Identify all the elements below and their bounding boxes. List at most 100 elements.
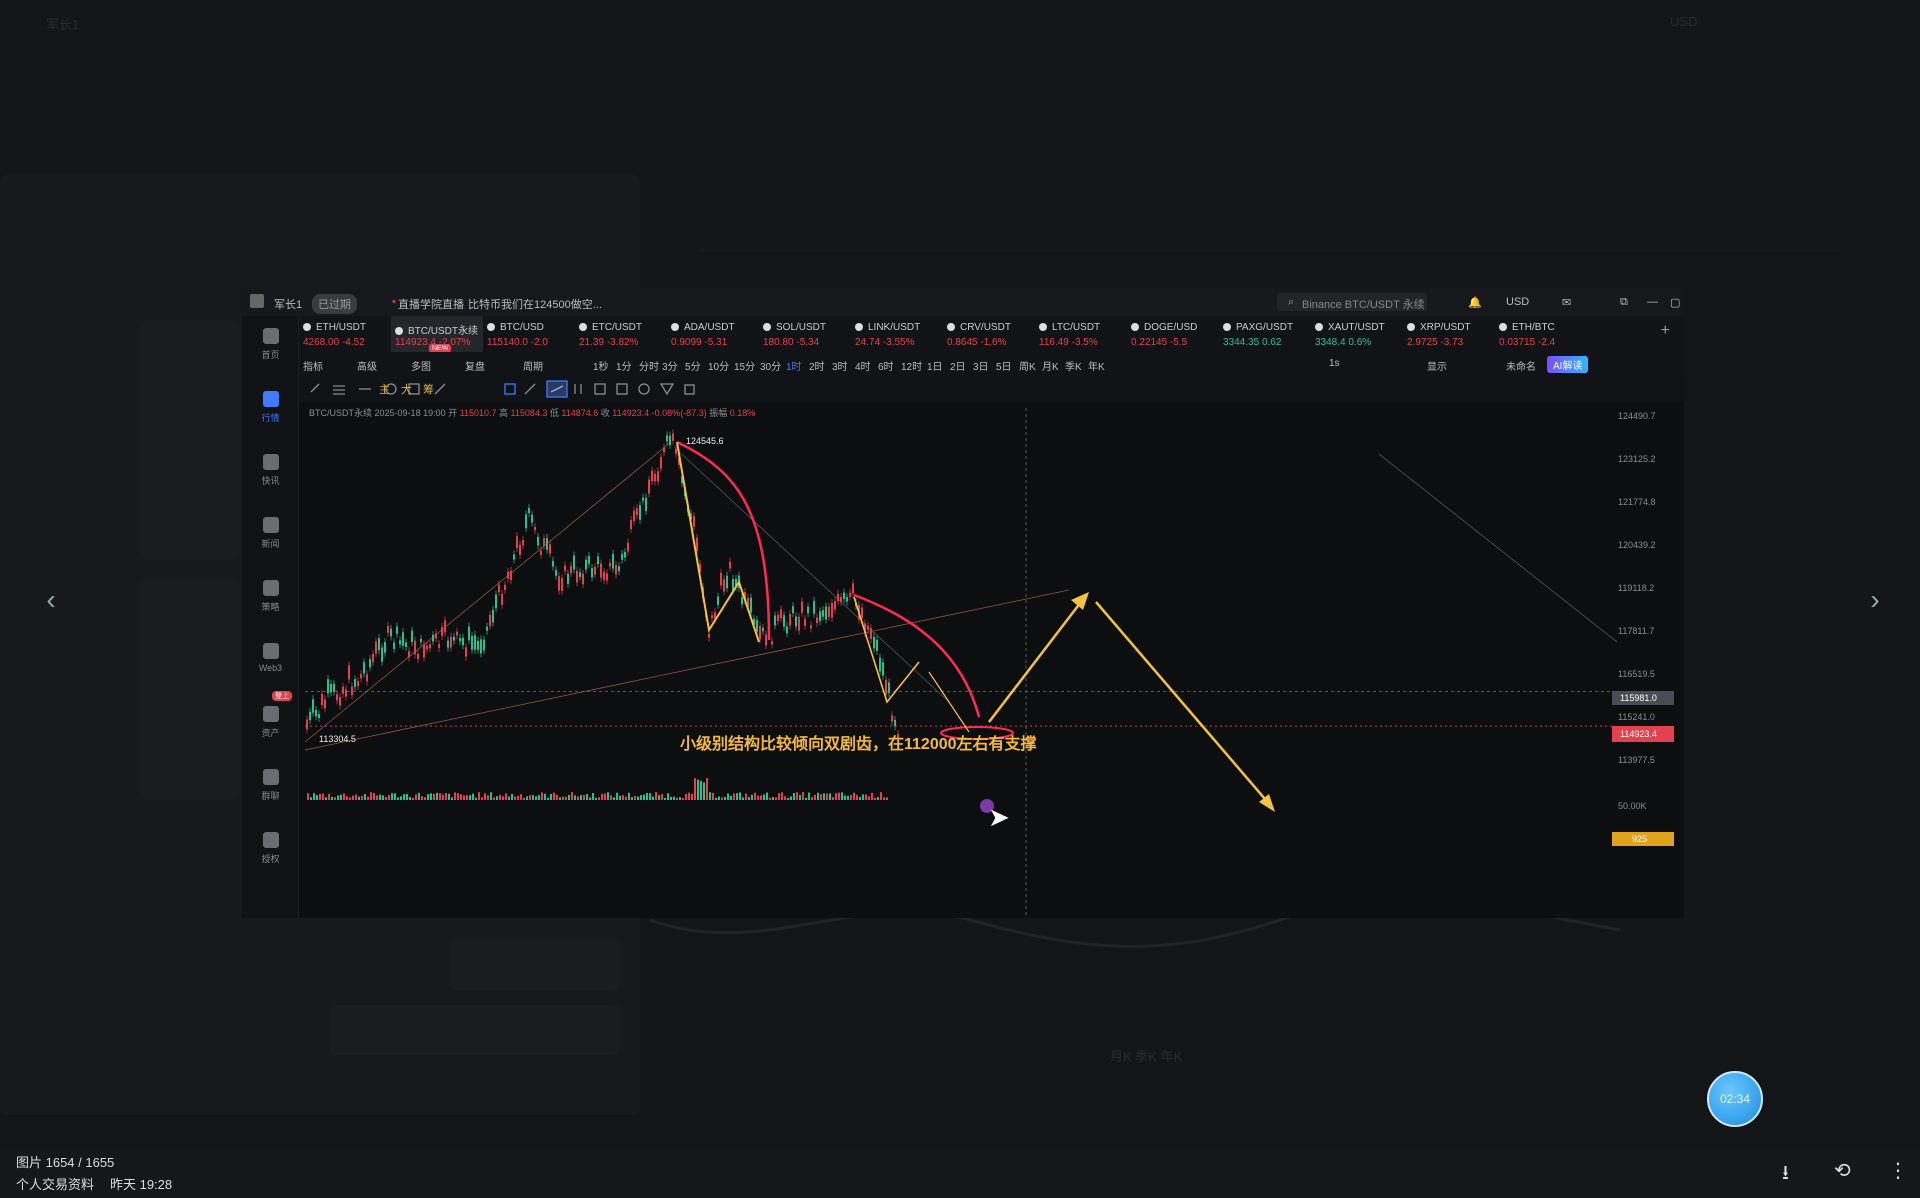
candle-body [501,593,503,605]
period-4时[interactable]: 4时 [855,362,871,373]
image-caption: 个人交易资料 [16,1177,95,1192]
download-icon[interactable]: ⭳ [1782,1162,1789,1184]
drawing-tools[interactable]: 主大筹 [299,376,859,402]
previous-image-button[interactable]: ‹ [46,584,56,615]
popout-icon[interactable]: ⧉ [1620,296,1628,308]
period-30分[interactable]: 30分 [760,362,782,373]
sidebar-item-7[interactable]: 群聊 [242,761,299,813]
tab-ltc-usdt[interactable]: LTC/USDT 116.49 -3.5% [1035,316,1127,352]
period-1时[interactable]: 1时 [786,362,802,373]
tab-sol-usdt[interactable]: SOL/USDT 180.80 -5.34 [759,316,851,352]
arrow-up [988,597,1085,723]
tab-paxg-usdt[interactable]: PAXG/USDT 3344.35 0.62 [1219,316,1311,352]
sidebar-item-1[interactable]: 行情 [242,383,299,435]
tab-price-value: 2.9725 [1407,337,1438,348]
currency-select[interactable]: USD [1506,296,1530,308]
sidebar-item-2[interactable]: 快讯 [242,446,299,498]
sidebar-item-8[interactable]: 授权 [242,824,299,876]
candle-body [351,686,353,696]
sidebar-item-5[interactable]: Web3 [242,635,299,687]
period-15分[interactable]: 15分 [734,362,756,373]
volume-bar [325,797,327,800]
period-5分[interactable]: 5分 [685,362,701,373]
candle-body [747,598,749,608]
next-image-button[interactable]: › [1870,584,1880,615]
tab-link-usdt[interactable]: LINK/USDT 24.74 -3.55% [851,316,943,352]
tab-xaut-usdt[interactable]: XAUT/USDT 3348.4 0.6% [1311,316,1403,352]
recording-timer[interactable]: 02:34 [1707,1071,1763,1127]
period-2时[interactable]: 2时 [809,362,825,373]
candle-body [486,626,488,631]
sidebar-item-3[interactable]: 新闻 [242,509,299,561]
tool-0[interactable]: 指标 [303,362,323,373]
tab-etc-usdt[interactable]: ETC/USDT 21.39 -3.82% [575,316,667,352]
period-年K[interactable]: 年K [1088,362,1105,373]
volume-bar [373,793,375,800]
tab-eth-btc[interactable]: ETH/BTC 0.03715 -2.4 [1495,316,1587,352]
maximize-icon[interactable]: ▢ [1670,297,1681,309]
period-分时[interactable]: 分时 [639,362,659,373]
ai-button[interactable]: AI解读 [1547,356,1589,373]
tool-1[interactable]: 高级 [357,362,377,373]
search-input[interactable] [1277,293,1427,311]
candle-body [507,571,509,579]
tab-btc-usd[interactable]: BTC/USD 115140.0 -2.0 [483,316,575,352]
tab-eth-usdt[interactable]: ETH/USDT 4268.00 -4.52 [299,316,391,352]
period-月K[interactable]: 月K [1042,362,1059,373]
tab-price-change: -3.82% [606,337,639,348]
volume-bar [610,795,612,800]
price-scale[interactable]: 124490.7 123125.2 121774.8 120439.2 1191… [1612,408,1684,918]
tab-xrp-usdt[interactable]: XRP/USDT 2.9725 -3.73 [1403,316,1495,352]
tab-crv-usdt[interactable]: CRV/USDT 0.8645 -1.6% [943,316,1035,352]
tab-btc-usdt-[interactable]: BTC/USDT永续 114923.4 -2.07% NEW [391,316,483,353]
tab-price-change: -3.73 [1440,337,1464,348]
candle-body [669,435,671,445]
period-1秒[interactable]: 1秒 [593,362,609,373]
coin-icon [855,323,863,331]
tab-ada-usdt[interactable]: ADA/USDT 0.9099 -5.31 [667,316,759,352]
toolbar-display[interactable]: 显示 [1427,362,1447,373]
period-季K[interactable]: 季K [1065,362,1082,373]
coin-icon [671,323,679,331]
tab-price-change: -3.55% [882,337,915,348]
sidebar-item-0[interactable]: 首页 [242,320,299,372]
sidebar-item-6[interactable]: 资产 [242,698,299,750]
tool-4[interactable]: 周期 [523,362,543,373]
sidebar-label: 资产 [261,728,280,738]
bell-icon[interactable]: 🔔 [1468,297,1482,309]
minimize-icon[interactable]: — [1647,296,1658,308]
add-tab-icon[interactable]: + [1660,322,1670,339]
tool-2[interactable]: 多图 [411,362,431,373]
volume-bar [421,796,423,800]
candle-body [558,576,560,591]
toolbar-unnamed[interactable]: 未命名 [1506,362,1536,373]
period-2日[interactable]: 2日 [950,362,966,373]
volume-bar [850,794,852,800]
image-time: 昨天 19:28 [110,1177,173,1192]
candle-body [618,566,620,572]
price-chart[interactable]: BTC/USDT永续 2025-09-18 19:00 开 115010.7 高… [299,402,1684,918]
period-6时[interactable]: 6时 [878,362,894,373]
period-1日[interactable]: 1日 [927,362,943,373]
period-3分[interactable]: 3分 [662,362,678,373]
candle-body [603,571,605,581]
period-3日[interactable]: 3日 [973,362,989,373]
candle-body [885,679,887,695]
sidebar-icon [262,769,279,785]
rotate-icon[interactable]: ⟲ [1834,1160,1851,1182]
period-1分[interactable]: 1分 [616,362,632,373]
candle-body [537,536,539,546]
toolbar-interval[interactable]: 1s [1329,358,1340,369]
period-3时[interactable]: 3时 [832,362,848,373]
period-5日[interactable]: 5日 [996,362,1012,373]
tab-doge-usd[interactable]: DOGE/USD 0.22145 -5.5 [1127,316,1219,352]
period-12时[interactable]: 12时 [901,362,923,373]
period-10分[interactable]: 10分 [708,362,730,373]
tool-3[interactable]: 复盘 [465,362,485,373]
volume-bar [874,797,876,800]
mail-icon[interactable]: ✉ [1562,297,1572,309]
more-options-icon[interactable]: ⋮ [1888,1160,1908,1182]
period-周K[interactable]: 周K [1019,362,1036,373]
tab-price-value: 0.03715 [1499,337,1536,348]
sidebar-item-4[interactable]: 策略 [242,572,299,624]
